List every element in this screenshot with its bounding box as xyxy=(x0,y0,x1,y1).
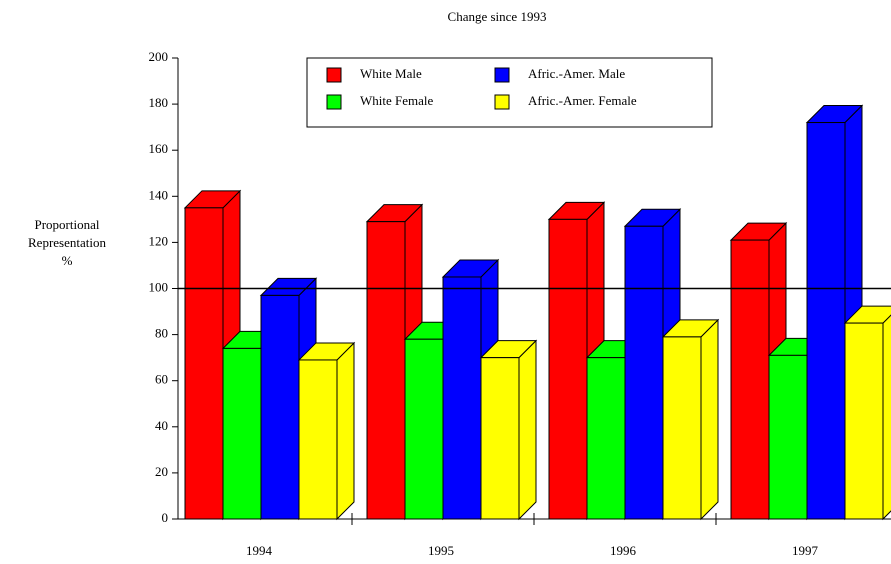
bar-side xyxy=(700,318,719,521)
bar xyxy=(404,338,444,520)
y-tick-label: 140 xyxy=(149,187,169,202)
legend-swatch xyxy=(326,67,342,83)
y-tick-label: 120 xyxy=(149,233,169,248)
y-tick-label: 160 xyxy=(149,141,169,156)
legend-swatch xyxy=(326,94,342,110)
bar xyxy=(184,207,224,520)
bar xyxy=(844,322,884,520)
bar-side xyxy=(336,341,355,521)
y-tick-label: 40 xyxy=(155,418,168,433)
bar-side xyxy=(518,339,537,521)
x-tick-label: 1996 xyxy=(610,543,637,558)
y-tick-label: 60 xyxy=(155,372,168,387)
x-tick-label: 1997 xyxy=(792,543,819,558)
y-tick-label: 100 xyxy=(149,279,169,294)
bar xyxy=(480,357,520,520)
legend-label: White Female xyxy=(360,93,434,108)
bar xyxy=(662,336,702,520)
legend-label: White Male xyxy=(360,66,422,81)
bar xyxy=(806,122,846,520)
bar xyxy=(768,354,808,520)
bar-side xyxy=(882,314,891,521)
legend-label: Afric.-Amer. Female xyxy=(528,93,637,108)
y-tick-label: 80 xyxy=(155,326,168,341)
chart-title: Change since 1993 xyxy=(448,9,547,24)
legend-label: Afric.-Amer. Male xyxy=(528,66,625,81)
bar xyxy=(366,221,406,520)
x-tick-label: 1994 xyxy=(246,543,273,558)
y-tick-label: 0 xyxy=(162,510,169,525)
x-tick-label: 1995 xyxy=(428,543,454,558)
y-tick-label: 180 xyxy=(149,95,169,110)
bar xyxy=(222,347,262,520)
bar xyxy=(298,359,338,520)
y-tick-label: 20 xyxy=(155,464,168,479)
bar xyxy=(586,357,626,520)
bar xyxy=(624,225,664,520)
y-axis-label: Proportional Representation % xyxy=(28,217,106,268)
bar xyxy=(260,294,300,520)
bar xyxy=(730,239,770,520)
legend-swatch xyxy=(494,67,510,83)
y-tick-label: 200 xyxy=(149,49,169,64)
legend-swatch xyxy=(494,94,510,110)
bar xyxy=(548,218,588,520)
bar xyxy=(442,276,482,520)
